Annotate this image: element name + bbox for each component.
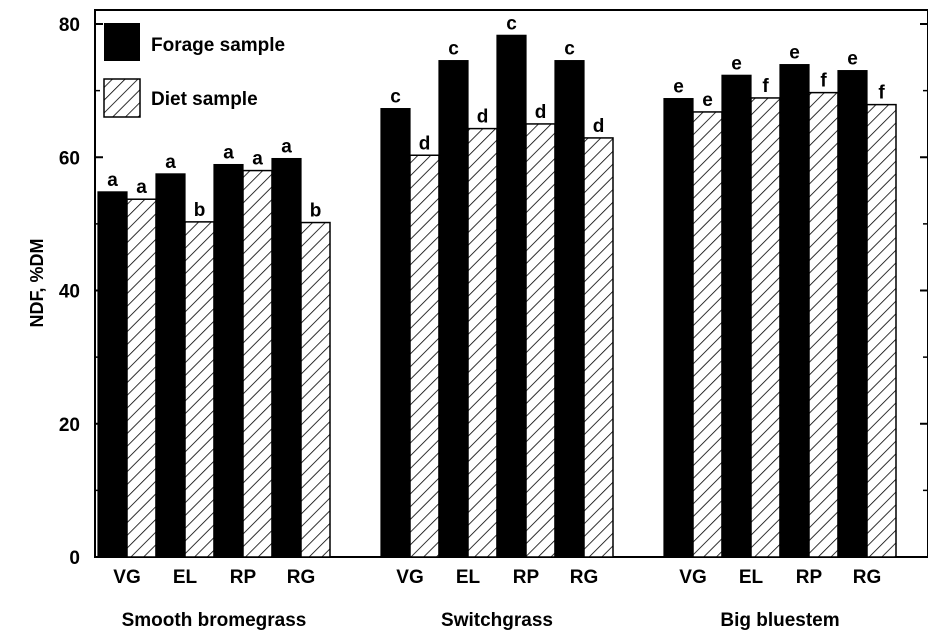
bar-forage-switchgrass-vg (380, 108, 411, 558)
bar-forage-switchgrass-rg (554, 60, 585, 558)
x-tick-label: RP (230, 567, 257, 588)
significance-letter-diet: b (194, 200, 206, 221)
bar-diet-switchgrass-rp (525, 123, 556, 558)
bar-forage-big-bluestem-rp (779, 64, 810, 558)
significance-letter-diet: a (136, 177, 147, 198)
legend-swatch-forage (104, 23, 140, 61)
bar-diet-big-bluestem-rg (866, 103, 897, 558)
x-tick-label: VG (113, 567, 140, 588)
y-axis: 0 20 40 60 80 (59, 15, 928, 569)
significance-letter-forage: a (281, 137, 292, 158)
legend-label-diet: Diet sample (151, 89, 258, 110)
significance-letter-forage: a (165, 152, 176, 173)
bar-diet-big-bluestem-vg (692, 111, 723, 558)
legend: Forage sample Diet sample (103, 23, 285, 118)
significance-letter-diet: f (820, 71, 827, 92)
bar-forage-smooth-bromegrass-rp (213, 163, 244, 558)
x-tick-label: RP (513, 567, 540, 588)
bar-forage-switchgrass-el (438, 60, 469, 558)
significance-letter-forage: c (506, 13, 517, 34)
significance-letter-forage: c (564, 39, 575, 60)
bar-forage-big-bluestem-vg (663, 98, 694, 558)
bar-forage-switchgrass-rp (496, 34, 527, 558)
x-tick-label: EL (173, 567, 198, 588)
y-axis-label: NDF, %DM (27, 239, 47, 328)
x-tick-label: RP (796, 567, 823, 588)
significance-letter-diet: d (535, 102, 547, 123)
bar-diet-switchgrass-rg (583, 137, 614, 558)
y-tick-label: 0 (69, 548, 80, 569)
x-tick-label: RG (853, 567, 882, 588)
significance-letter-forage: e (789, 43, 800, 64)
bar-forage-smooth-bromegrass-el (155, 173, 186, 558)
significance-letter-forage: c (448, 39, 459, 60)
legend-label-forage: Forage sample (151, 35, 285, 56)
significance-letter-diet: d (477, 107, 489, 128)
significance-letter-diet: d (593, 116, 605, 137)
x-tick-label: RG (287, 567, 316, 588)
y-tick-label: 80 (59, 15, 80, 36)
significance-letter-diet: f (878, 83, 885, 104)
bar-forage-smooth-bromegrass-vg (97, 191, 128, 558)
bar-diet-switchgrass-el (467, 127, 498, 558)
bar-forage-big-bluestem-rg (837, 70, 868, 558)
legend-swatch-diet (103, 78, 141, 118)
bar-diet-big-bluestem-el (750, 97, 781, 558)
significance-letter-forage: c (390, 87, 401, 108)
y-tick-label: 40 (59, 282, 80, 303)
group-label: Big bluestem (720, 610, 839, 631)
significance-letter-diet: b (310, 201, 322, 222)
significance-letter-diet: d (419, 133, 431, 154)
x-tick-label: VG (396, 567, 423, 588)
x-tick-label: RG (570, 567, 599, 588)
bar-forage-big-bluestem-el (721, 74, 752, 558)
x-tick-label: EL (456, 567, 481, 588)
x-tick-label: VG (679, 567, 706, 588)
y-tick-label: 60 (59, 148, 80, 169)
significance-letter-diet: a (252, 149, 263, 170)
bar-diet-smooth-bromegrass-rg (300, 221, 331, 558)
group-label: Switchgrass (441, 610, 553, 631)
significance-letter-diet: f (762, 76, 769, 97)
x-tick-label: EL (739, 567, 764, 588)
significance-letter-forage: a (223, 143, 234, 164)
bar-diet-big-bluestem-rp (808, 91, 839, 558)
bar-diet-switchgrass-vg (409, 154, 440, 558)
significance-letter-forage: e (731, 53, 742, 74)
significance-letter-forage: a (107, 170, 118, 191)
bar-forage-smooth-bromegrass-rg (271, 157, 302, 558)
bars (97, 34, 897, 558)
bar-diet-smooth-bromegrass-vg (126, 198, 157, 558)
y-tick-label: 20 (59, 415, 80, 436)
significance-letter-forage: e (847, 49, 858, 70)
bar-diet-smooth-bromegrass-el (184, 221, 215, 558)
group-label: Smooth bromegrass (122, 610, 307, 631)
bar-diet-smooth-bromegrass-rp (242, 169, 273, 558)
significance-letter-forage: e (673, 77, 684, 98)
significance-letter-diet: e (702, 90, 713, 111)
x-axis: VG EL RP RG Smooth bromegrass VG EL RP RG Switchg… (113, 567, 881, 631)
